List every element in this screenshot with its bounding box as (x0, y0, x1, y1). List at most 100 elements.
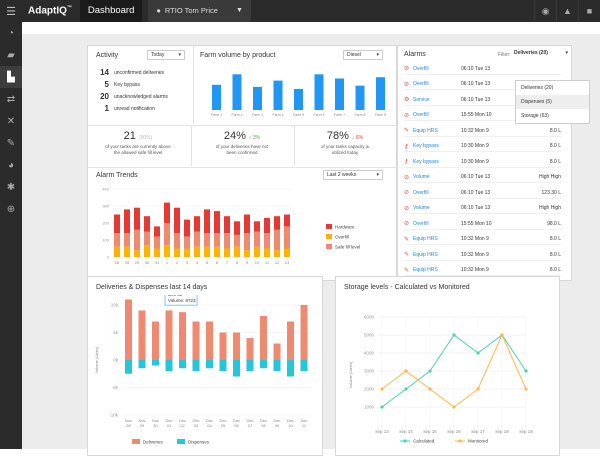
alarm-trends-title: Alarm Trends (96, 172, 138, 179)
trends-period-value: Last 2 weeks (327, 172, 357, 178)
trend-bar-hardware (154, 226, 160, 237)
dropdown-option-deliveries[interactable]: Deliveries (20) (521, 85, 554, 91)
alarm-type[interactable]: Overfill (413, 220, 429, 227)
series-point-monitored (380, 387, 384, 391)
delivery-bar (152, 321, 159, 360)
alarm-type[interactable]: Equip HRS (413, 251, 438, 258)
transfer-icon[interactable]: ⇄ (6, 93, 16, 105)
farm-bar (253, 86, 262, 110)
product-value: Diesel (347, 52, 361, 58)
truck-icon[interactable]: ▰ (7, 49, 15, 61)
activity-label: unread notification (114, 105, 155, 112)
legend-swatch (326, 234, 332, 239)
tool-icon: ✎ (404, 236, 410, 243)
alarm-row[interactable]: ✎ Equip HRS 10:32 Mon 9 8.0 L (404, 250, 561, 261)
farm-tick-label: Farm 7 (334, 113, 345, 117)
farm-bar (273, 80, 283, 110)
filter-dropdown: Deliveries (20) Dispenses (5) Storage (6… (515, 80, 590, 124)
series-point-monitored (404, 369, 408, 373)
alarm-type[interactable]: Service (413, 96, 430, 103)
alarm-time: 06:10 Tue 13 (461, 96, 491, 103)
pie-icon[interactable]: ◕ (7, 159, 15, 171)
alarm-row[interactable]: ⊘ Volume 06:10 Tue 13 High High (404, 173, 561, 184)
alarm-row[interactable]: ⊘ Volume 06:10 Tue 13 High High (404, 204, 561, 215)
legend-label: Calculated (413, 439, 435, 444)
tools-icon[interactable]: ✕ (6, 115, 16, 127)
activity-item[interactable]: 14 unconfirmed deliveries (96, 68, 164, 77)
farm-volume-title: Farm volume by product (200, 52, 276, 59)
bell-icon[interactable]: ▲ (556, 0, 578, 22)
alarm-row[interactable]: ⊘ Overfill 06:10 Tue 13 123.30 L (404, 188, 561, 199)
site-selector[interactable]: ● RTIO Tom Price ▼ (148, 0, 251, 22)
alarm-row[interactable]: ⚙ Service 06:10 Tue 13 (404, 95, 561, 106)
x-tick-month: Dec (233, 418, 240, 423)
top-bar: ☰ AdaptIQ™ Dashboard ● RTIO Tom Price ▼ ◉ … (0, 0, 600, 22)
gauge-icon[interactable]: ◔ (7, 27, 15, 39)
product-select[interactable]: Diesel ▾ (343, 50, 383, 60)
alarm-value: 8.0 L (549, 127, 561, 134)
alarm-type[interactable]: Equip HRS (413, 267, 438, 274)
alarm-type[interactable]: Overfill (413, 65, 429, 72)
alarms-title: Alarms (404, 51, 426, 58)
dispense-bar (192, 360, 200, 371)
alarm-row[interactable]: ✎ Equip HRS 10:32 Mon 9 8.0 L (404, 126, 561, 137)
delivery-bar (233, 332, 240, 360)
alarm-type[interactable]: Equip HRS (413, 236, 438, 243)
activity-item[interactable]: 5 Key bypass (96, 80, 140, 89)
alarm-type[interactable]: Overfill (413, 112, 429, 119)
alarm-row[interactable]: ⚷ Key bypass 10:30 Mon 9 8.0 L (404, 142, 561, 153)
activity-item[interactable]: 20 unacknowledged alarms (96, 92, 168, 101)
dispense-bar (287, 360, 294, 377)
x-tick-label: 9 (246, 260, 249, 265)
x-tick-month: Dec (192, 418, 199, 423)
activity-item[interactable]: 1 unread notification (96, 104, 155, 113)
legend-marker (458, 439, 462, 443)
alarm-row[interactable]: ⊘ Overfill 06:10 Tue 13 (404, 64, 561, 75)
alarm-row[interactable]: ✎ Equip HRS 10:32 Mon 9 8.0 L (404, 266, 561, 277)
alarm-row[interactable]: ⊘Overfill 15:55 Mon 10 98.0 L (404, 219, 561, 230)
dropdown-option-storage[interactable]: Storage (63) (521, 113, 549, 119)
y-tick-label: 10k (111, 303, 119, 308)
trend-bar-hardware (274, 216, 280, 230)
farm-bar (376, 77, 385, 110)
alarm-filter-select[interactable]: Deliveries (20) ▾ (511, 49, 571, 57)
x-tick-label: sep 19 (519, 429, 533, 434)
wrench-icon[interactable]: ✎ (6, 137, 16, 149)
x-tick-label: 8 (236, 260, 239, 265)
alarm-type[interactable]: Overfill (413, 189, 429, 196)
alarm-type[interactable]: Overfill (413, 81, 429, 88)
trend-bar-safe-fill-level (194, 231, 200, 247)
series-point-calculated (524, 369, 528, 373)
alarm-icon: ⊘ (404, 221, 410, 228)
alarm-type[interactable]: Key bypass (413, 158, 439, 165)
y-tick-label: -10k (109, 413, 119, 418)
menu-icon[interactable]: ☰ (6, 5, 16, 18)
lock-icon[interactable]: ■ (578, 0, 600, 22)
alarm-type[interactable]: Key bypass (413, 143, 439, 150)
x-tick-day: 28 (126, 423, 131, 428)
x-tick-day: 30 (153, 423, 158, 428)
storage-card: Storage levels - Calculated vs Monitored… (335, 276, 560, 456)
delivery-bar (246, 338, 254, 360)
dropdown-option-dispenses[interactable]: Dispenses (5) (516, 95, 589, 109)
activity-label: Key bypass (114, 81, 140, 88)
factory-icon[interactable]: ▙ (0, 66, 22, 88)
alarm-type[interactable]: Equip HRS (413, 127, 438, 134)
alarm-row[interactable]: ⊘ Overfill 06:10 Tue 13 (404, 80, 561, 91)
alarm-time: 10:32 Mon 9 (461, 267, 489, 274)
legend-label: Monitored (468, 439, 489, 444)
delivery-bar (165, 310, 173, 360)
trends-period-select[interactable]: Last 2 weeks ▾ (323, 170, 383, 180)
farm-bar (232, 74, 242, 110)
gear-icon[interactable]: ✱ (6, 181, 16, 193)
lifebuoy-icon[interactable]: ⊕ (6, 203, 16, 215)
stat-value: 21 (123, 130, 136, 142)
x-tick-label: 7 (226, 260, 229, 265)
brand-logo[interactable]: AdaptIQ™ (28, 5, 72, 16)
alarm-row[interactable]: ⚷ Key bypass 10:30 Mon 9 8.0 L (404, 157, 561, 168)
alarm-type[interactable]: Volume (413, 205, 430, 212)
alarm-type[interactable]: Volume (413, 174, 430, 181)
activity-period-select[interactable]: Today ▾ (147, 50, 185, 60)
user-icon[interactable]: ◉ (534, 0, 556, 22)
alarm-row[interactable]: ✎ Equip HRS 10:32 Mon 9 8.0 L (404, 235, 561, 246)
